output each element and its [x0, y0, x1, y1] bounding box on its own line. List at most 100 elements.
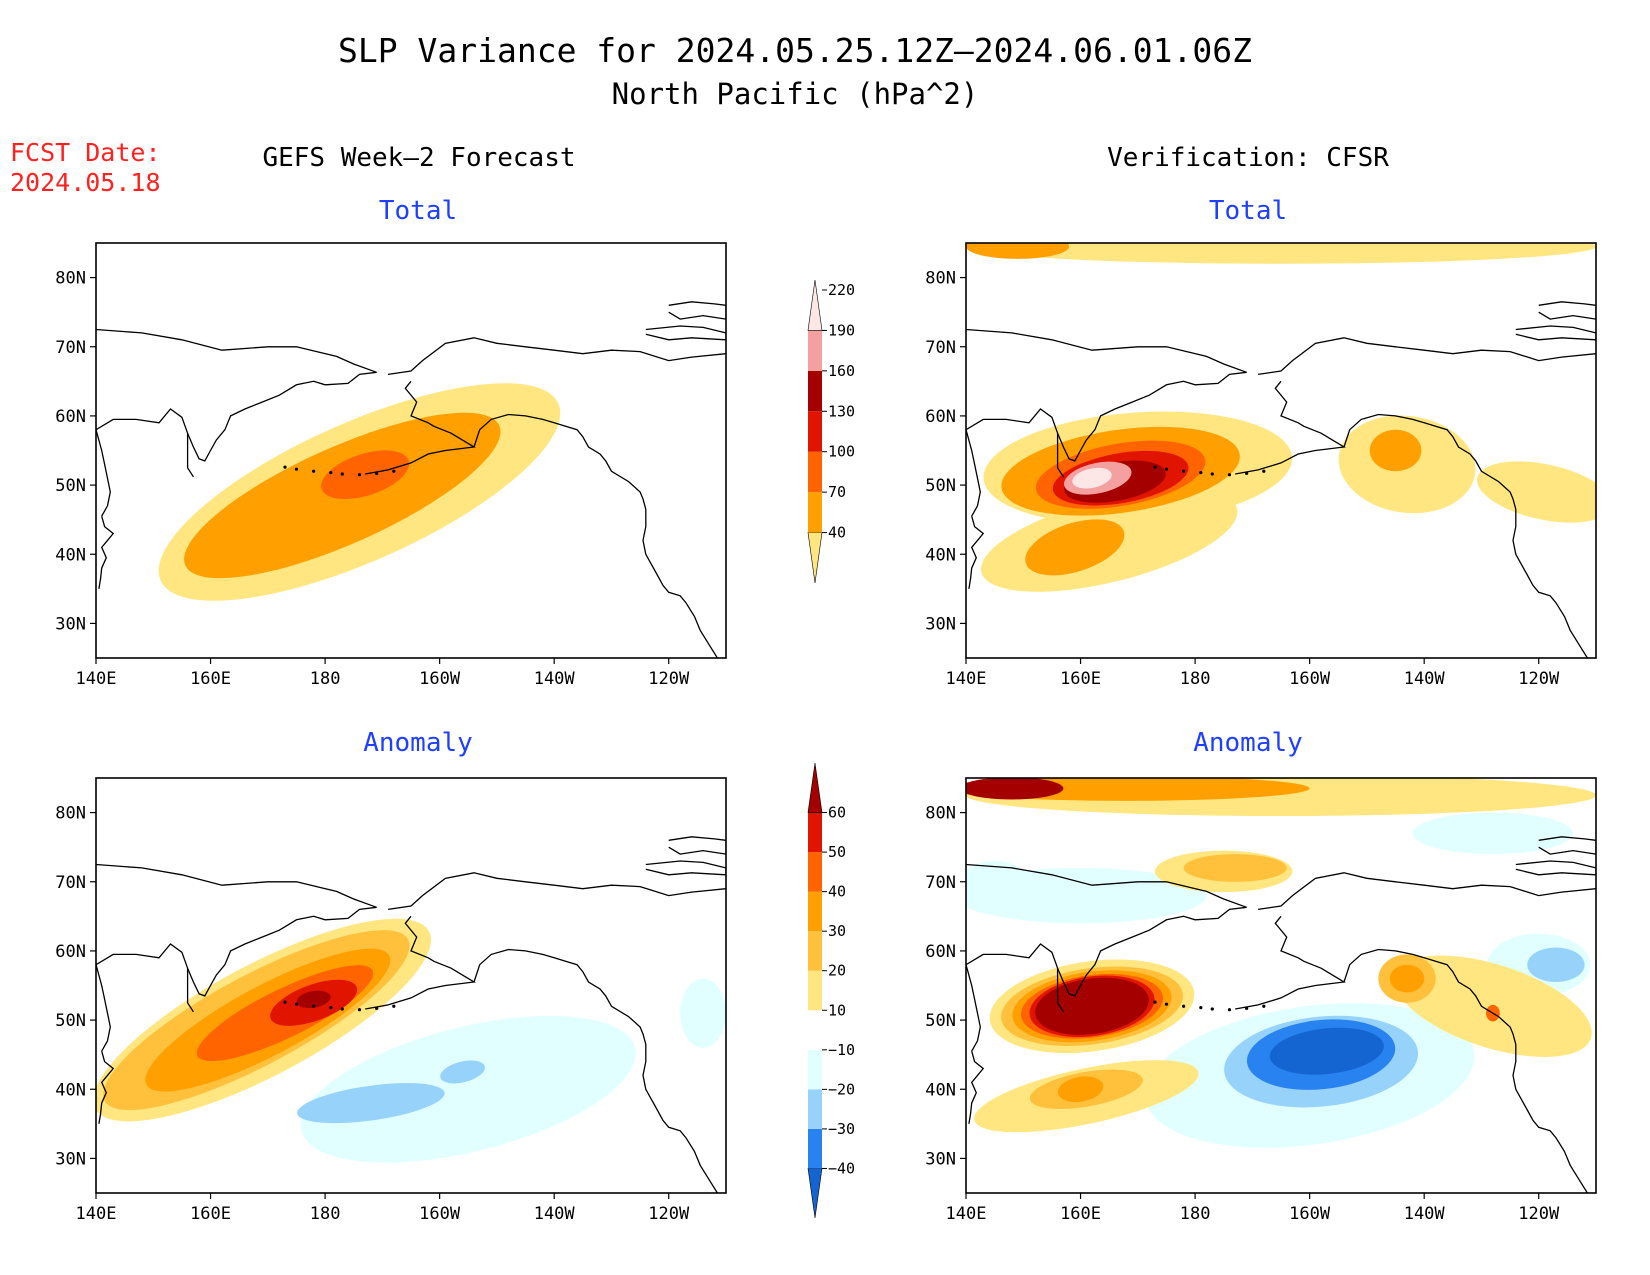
coastline-alaska_w — [365, 380, 476, 475]
figure-subtitle: North Pacific (hPa^2) — [612, 77, 979, 111]
island — [329, 471, 333, 475]
x-tick-label: 180 — [1180, 1204, 1211, 1224]
colorbar-segment — [808, 1049, 822, 1090]
coastline-japan — [98, 1051, 115, 1124]
x-tick-label: 120W — [1518, 669, 1560, 689]
coastline-alaska_w — [365, 915, 476, 1010]
coastline-alaska — [388, 337, 726, 376]
land-outline — [96, 301, 726, 658]
colorbar-segment — [808, 891, 822, 932]
colorbar-label: 70 — [828, 483, 846, 501]
island — [1182, 1004, 1186, 1008]
left-column-title: GEFS Week–2 Forecast — [262, 143, 575, 173]
x-tick-label: 140E — [946, 1204, 987, 1224]
colorbar-segment — [808, 330, 822, 371]
island — [283, 1000, 287, 1004]
coastline-alaska — [1258, 872, 1596, 911]
y-tick-label: 30N — [925, 1149, 956, 1169]
contour--10 — [1412, 812, 1574, 855]
panel-forecast-anomaly: 140E 160E 180 160W 140W 120W 30N 40N 50N 60N 70N 80… — [55, 777, 727, 1224]
coastline-arctic_isl2 — [1515, 325, 1596, 341]
y-tick-label: 40N — [925, 545, 956, 565]
panel-frame — [95, 242, 727, 659]
island — [1262, 469, 1266, 473]
x-tick-label: 180 — [1180, 669, 1211, 689]
island — [1182, 469, 1186, 473]
figure-title: SLP Variance for 2024.05.25.12Z–2024.06.… — [338, 31, 1252, 70]
colorbar-segment — [808, 970, 822, 1011]
coastline-alaska_w — [1235, 380, 1346, 475]
coastline-arctic_isl — [1538, 301, 1596, 320]
y-tick-label: 80N — [55, 269, 86, 289]
coastline-alaska — [388, 872, 726, 911]
contour--40 — [1269, 1027, 1384, 1075]
x-tick-label: 160W — [419, 1204, 461, 1224]
island — [375, 471, 379, 475]
coastline-arctic_isl2 — [645, 325, 726, 341]
contour-220 — [1072, 467, 1112, 489]
island — [1227, 1008, 1232, 1012]
island — [1210, 472, 1214, 476]
y-tick-label: 50N — [55, 1011, 86, 1031]
island — [1262, 1004, 1266, 1008]
y-tick-label: 40N — [55, 1080, 86, 1100]
panel-title-forecast-anomaly: Anomaly — [363, 728, 473, 758]
contour-70 — [1025, 519, 1125, 576]
colorbar-segment — [807, 1168, 823, 1219]
y-tick-label: 30N — [55, 1149, 86, 1169]
contour--20 — [297, 1083, 445, 1124]
contour--10 — [300, 1015, 636, 1163]
island — [1245, 471, 1249, 475]
x-tick-label: 120W — [1518, 1204, 1560, 1224]
island — [340, 1007, 344, 1011]
shaded-field — [966, 778, 1596, 1148]
coastline-asia — [96, 328, 377, 462]
x-tick-label: 180 — [310, 1204, 341, 1224]
y-tick-label: 70N — [925, 873, 956, 893]
x-tick-label: 140E — [76, 1204, 117, 1224]
x-tick-label: 160W — [419, 669, 461, 689]
contour--10 — [966, 861, 1029, 903]
island — [283, 465, 287, 469]
island — [312, 469, 316, 473]
coastline-okhotsk_coast — [966, 429, 981, 517]
x-tick-label: 140W — [1404, 1204, 1446, 1224]
colorbar-label: −40 — [828, 1159, 855, 1177]
colorbar-label: 20 — [828, 962, 846, 980]
y-tick-label: 60N — [925, 407, 956, 427]
contour-60 — [966, 778, 1064, 800]
island — [1210, 1007, 1214, 1011]
y-tick-label: 30N — [55, 614, 86, 634]
coastline-kamchatka_in — [186, 433, 194, 478]
island — [294, 1002, 299, 1006]
colorbar-anomaly: −40 −30 −20 −10 10 20 30 40 50 60 — [807, 762, 855, 1219]
y-tick-label: 70N — [55, 338, 86, 358]
coastline-arctic_isl2 — [1515, 860, 1596, 876]
colorbar-segment — [807, 762, 823, 813]
colorbar-segment — [808, 1128, 822, 1169]
land-outline — [96, 836, 726, 1193]
contour-30 — [1389, 964, 1425, 993]
colorbar-segment — [808, 370, 822, 412]
colorbar-total: 40 70 100 130 160 190 220 — [807, 279, 855, 584]
coastline-japan — [98, 516, 115, 589]
shaded-field — [96, 918, 726, 1163]
contour-20 — [1183, 854, 1287, 882]
island — [329, 1006, 333, 1010]
land-outline — [966, 836, 1596, 1193]
contour-100 — [321, 450, 410, 499]
y-tick-label: 50N — [925, 476, 956, 496]
colorbar-segment — [808, 451, 822, 493]
x-tick-label: 120W — [648, 669, 690, 689]
y-tick-label: 60N — [55, 407, 86, 427]
x-tick-label: 180 — [310, 669, 341, 689]
colorbar-label: 190 — [828, 321, 855, 339]
coastline-kamchatka_in — [186, 968, 194, 1013]
island — [312, 1004, 316, 1008]
colorbar-label: −20 — [828, 1080, 855, 1098]
colorbar-label: 130 — [828, 402, 855, 420]
coastline-alaska_s — [473, 413, 718, 658]
panel-title-verification-total: Total — [1209, 196, 1287, 226]
coastline-arctic_isl2 — [645, 860, 726, 876]
coastline-asia — [966, 328, 1247, 462]
